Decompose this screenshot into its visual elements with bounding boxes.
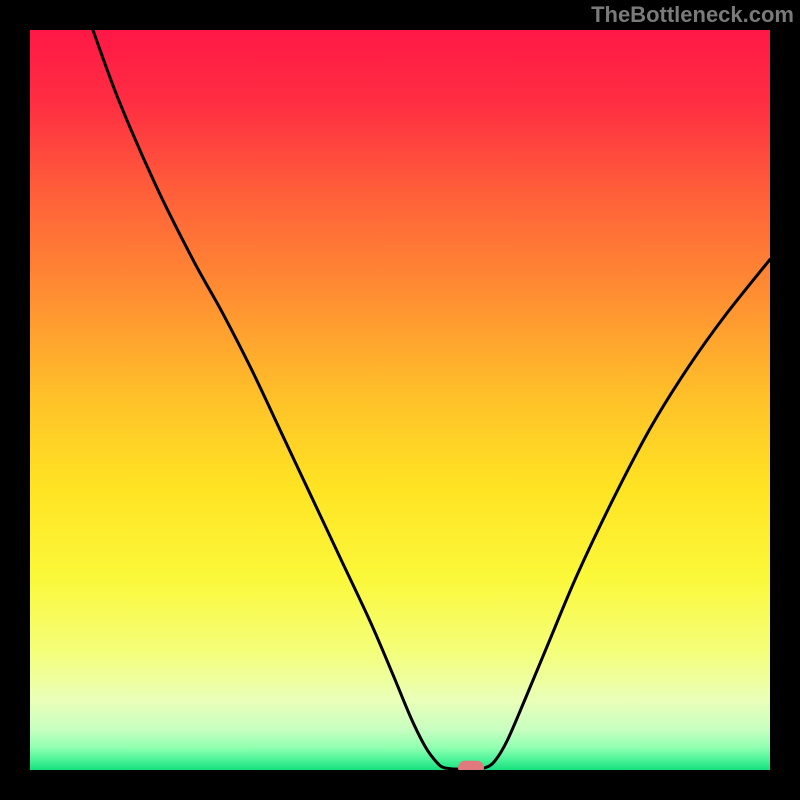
watermark-text: TheBottleneck.com — [591, 2, 794, 28]
gradient-background — [30, 30, 770, 770]
bottleneck-chart — [0, 0, 800, 800]
